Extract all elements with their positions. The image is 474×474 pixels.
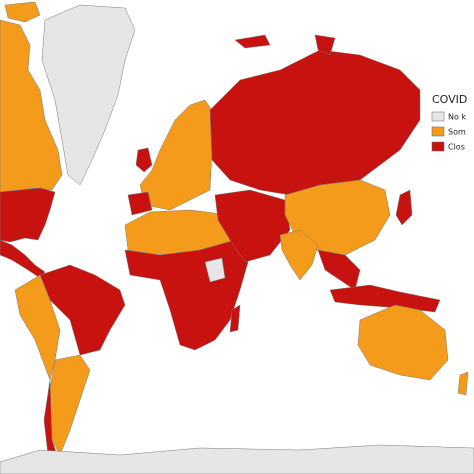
ethiopia (204, 257, 226, 283)
arctic-islands (4, 1, 41, 23)
china (284, 179, 391, 256)
middle-east (214, 189, 291, 263)
legend-label: Clos (448, 143, 465, 152)
india (279, 229, 319, 281)
russia-islands (234, 34, 336, 56)
indonesia (329, 284, 441, 313)
legend-title: COVID (432, 93, 467, 106)
united-kingdom (135, 147, 153, 173)
legend-swatch (431, 111, 445, 122)
brazil-north (39, 264, 126, 356)
legend-label: Som (448, 128, 466, 137)
legend-label: No k (448, 113, 466, 122)
new-zealand (457, 371, 469, 396)
legend-swatch (431, 141, 445, 152)
legend-swatch (431, 126, 445, 137)
antarctica (0, 444, 474, 474)
madagascar (229, 304, 241, 333)
greenland (41, 4, 136, 186)
spain (127, 191, 153, 216)
europe (139, 99, 216, 211)
australia (357, 304, 449, 381)
japan (395, 189, 413, 226)
russia (209, 49, 421, 196)
united-states (0, 187, 56, 243)
legend: COVID No k Som Clos (431, 93, 467, 152)
